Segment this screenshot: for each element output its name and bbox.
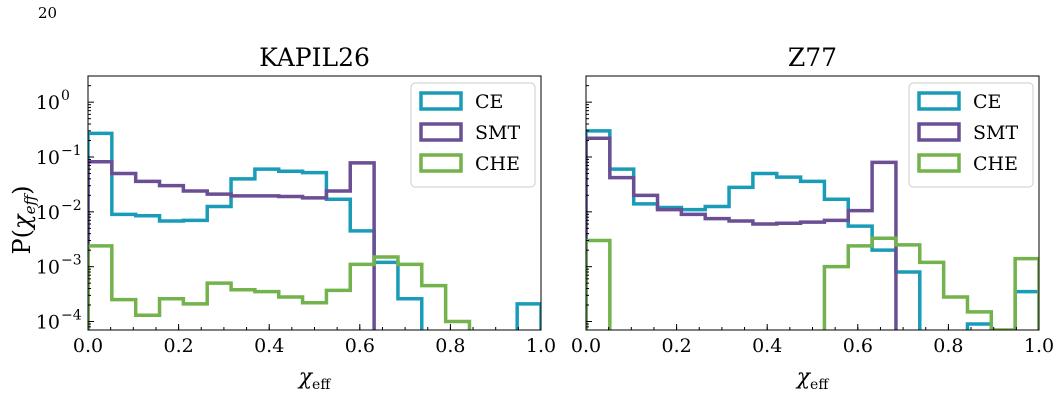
- x-tick-label: 0.6: [843, 335, 873, 357]
- legend-swatch-smt: [917, 122, 961, 142]
- y-tick-label: 10: [36, 147, 60, 169]
- x-tick-label: 0.4: [254, 335, 284, 357]
- legend-swatch-che: [917, 153, 961, 173]
- y-tick-exponent: −3: [61, 253, 82, 269]
- y-tick-exponent: 0: [61, 88, 70, 104]
- x-tick-label: 0.8: [435, 335, 465, 357]
- y-axis-label: P(χeff): [8, 186, 39, 255]
- y-tick-label: 10: [36, 92, 60, 114]
- y-tick-label: 10: [36, 257, 60, 279]
- x-tick-label: 0.6: [345, 335, 375, 357]
- y-axis-label-close: ): [8, 186, 36, 195]
- x-axis-label: χeff: [795, 365, 830, 393]
- page-number: 20: [38, 4, 58, 22]
- y-axis-label-main: P(: [8, 229, 36, 255]
- panel-title: Z77: [788, 43, 837, 72]
- legend-label-che: CHE: [973, 153, 1018, 175]
- panel-title: KAPIL26: [259, 43, 370, 72]
- y-tick-exponent: −2: [61, 198, 82, 214]
- x-tick-label: 0.2: [163, 335, 193, 357]
- legend-label-ce: CE: [475, 91, 503, 113]
- x-tick-label: 1.0: [1024, 335, 1054, 357]
- x-tick-label: 0.0: [571, 335, 601, 357]
- series-smt-steps: [586, 136, 898, 330]
- legend-swatch-che: [419, 153, 463, 173]
- y-tick-label: 10: [36, 312, 60, 334]
- y-tick-exponent: −4: [61, 308, 82, 324]
- legend-label-smt: SMT: [475, 122, 520, 144]
- x-tick-label: 0.2: [661, 335, 691, 357]
- series-che-steps: [88, 244, 472, 330]
- legend-swatch-ce: [917, 91, 961, 111]
- x-tick-label: 0.4: [752, 335, 782, 357]
- legend-swatch-smt: [419, 122, 463, 142]
- x-tick-label: 0.0: [73, 335, 103, 357]
- legend-label-che: CHE: [475, 153, 520, 175]
- panel-z77: 0.0 0.2 0.4 0.6 0.8 1.0 χeff Z77 CE SMT CHE: [571, 43, 1054, 393]
- y-tick-label: 10: [36, 202, 60, 224]
- series-smt-steps: [88, 159, 376, 330]
- legend-label-ce: CE: [973, 91, 1001, 113]
- x-tick-label: 0.8: [933, 335, 963, 357]
- x-axis-label: χeff: [297, 365, 332, 393]
- legend-label-smt: SMT: [973, 122, 1018, 144]
- y-axis-label-sym: χ: [8, 213, 36, 231]
- x-tick-label: 1.0: [526, 335, 556, 357]
- y-tick-exponent: −1: [61, 143, 82, 159]
- legend-swatch-ce: [419, 91, 463, 111]
- y-axis-label-sub: eff: [21, 193, 39, 215]
- series-che-steps: [586, 236, 1039, 330]
